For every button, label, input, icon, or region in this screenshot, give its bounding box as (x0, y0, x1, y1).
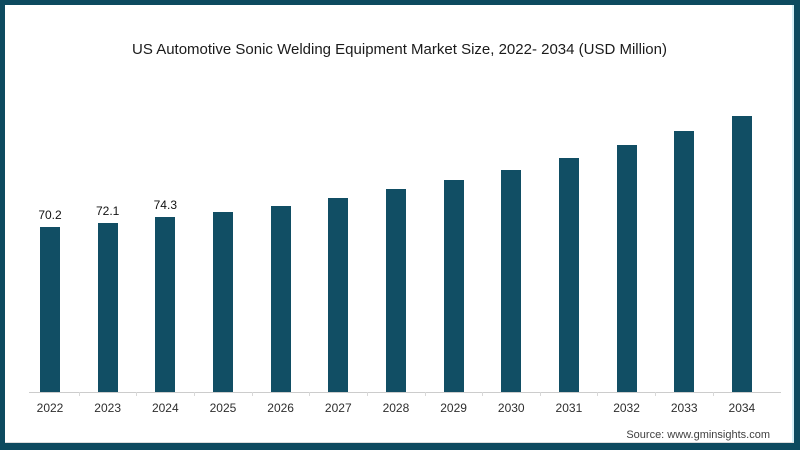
bar-2030: 2030 (498, 170, 525, 415)
axis-tick-mark (251, 392, 253, 396)
x-axis-tick-label: 2033 (670, 401, 698, 415)
bar-2034: 2034 (729, 115, 755, 415)
bar-2028: 2028 (383, 189, 409, 415)
x-axis-tick-label: 2034 (728, 401, 756, 415)
bar-2027: 2027 (325, 198, 352, 415)
axis-tick-mark (136, 392, 138, 396)
bar-2031: 2031 (556, 158, 582, 415)
axis-tick-mark (366, 392, 368, 396)
bar-2022: 70.2 2022 (37, 208, 64, 415)
x-axis-tick-label: 2031 (555, 401, 583, 415)
bar-chart-plot-area: 70.2 2022 72.1 2023 74.3 2024 2025 2026 2027 2028… (37, 82, 755, 416)
axis-tick-mark (194, 392, 196, 396)
x-axis-tick-label: 2024 (151, 401, 179, 415)
axis-tick-mark (78, 392, 80, 396)
x-axis-line (29, 392, 781, 396)
chart-title: US Automotive Sonic Welding Equipment Ma… (132, 41, 667, 58)
x-axis-tick-label: 2025 (209, 401, 237, 415)
axis-tick-mark (309, 392, 311, 396)
x-axis-tick-label: 2022 (36, 401, 64, 415)
axis-tick-mark (655, 392, 657, 396)
bar-2023: 72.1 2023 (94, 204, 121, 416)
frame-bottom-rule (5, 442, 794, 443)
bar-2024: 74.3 2024 (152, 198, 179, 415)
bar-2029: 2029 (440, 180, 467, 415)
bar-2032: 2032 (613, 144, 640, 415)
x-axis-tick-label: 2029 (440, 401, 467, 415)
x-axis-tick-label: 2028 (382, 401, 410, 415)
bar-2025: 2025 (210, 212, 236, 415)
bar-2026: 2026 (267, 206, 294, 415)
axis-tick-mark (424, 392, 426, 396)
bar-2033: 2033 (671, 130, 698, 415)
source-attribution: Source: www.gminsights.com (626, 429, 770, 441)
x-axis-tick-label: 2026 (267, 401, 294, 415)
x-axis-tick-label: 2023 (94, 401, 122, 415)
axis-tick-mark (539, 392, 541, 396)
frame-right-accent (792, 5, 794, 443)
x-axis-tick-label: 2030 (497, 401, 525, 415)
axis-tick-mark (712, 392, 714, 396)
bar-value-label: 74.3 (153, 198, 177, 213)
x-axis-tick-label: 2027 (324, 401, 352, 415)
axis-tick-mark (597, 392, 599, 396)
axis-tick-mark (482, 392, 484, 396)
x-axis-tick-label: 2032 (613, 401, 640, 415)
bar-value-label: 70.2 (38, 208, 62, 222)
bar-value-label: 72.1 (95, 203, 120, 218)
